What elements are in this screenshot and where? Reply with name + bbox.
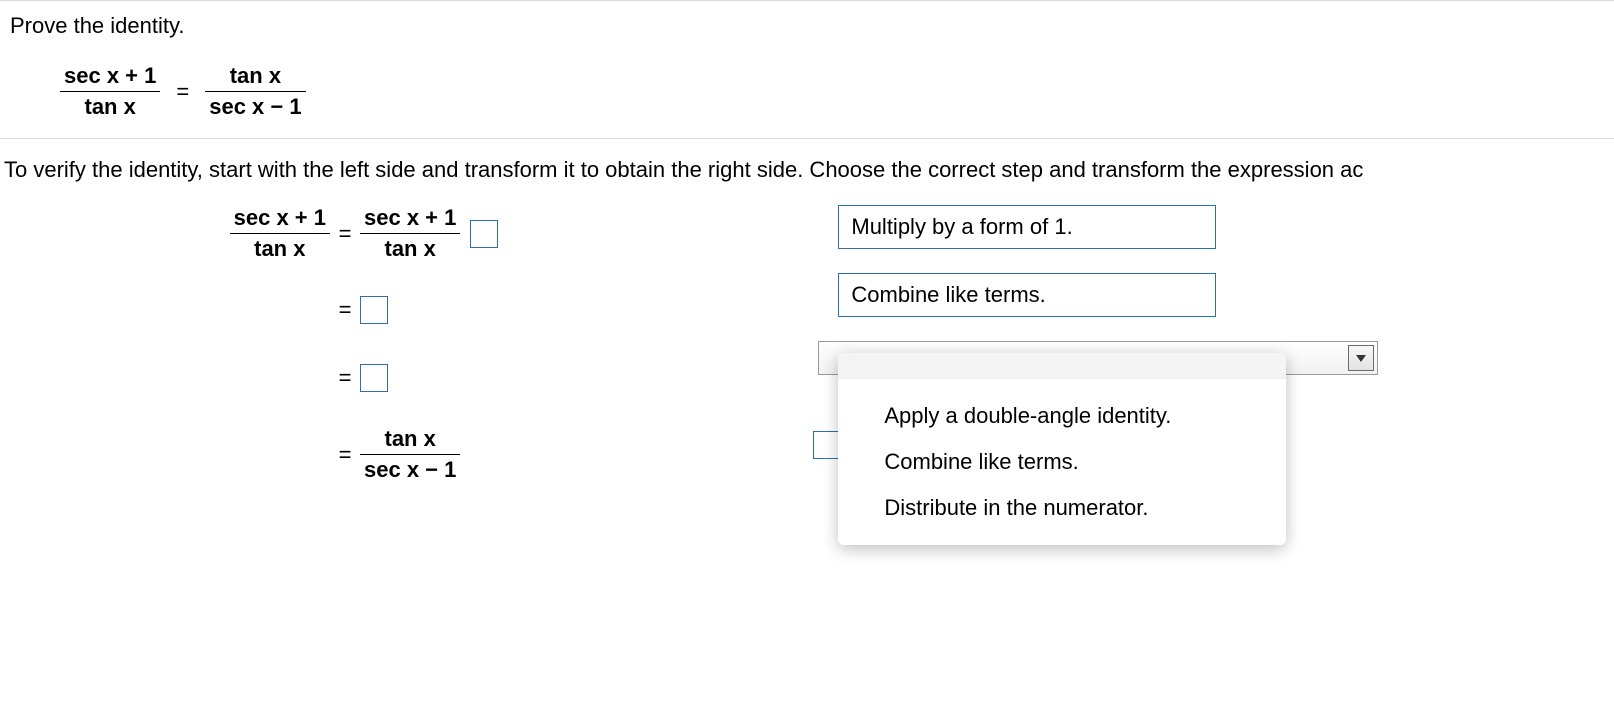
step-row-2: = [190, 290, 498, 330]
identity-equation: sec x + 1 tan x = tan x sec x − 1 [60, 63, 1604, 120]
step-row-3: = [190, 358, 498, 398]
dropdown-option[interactable]: Distribute in the numerator. [838, 485, 1286, 531]
equals-sign: = [330, 442, 360, 468]
equals-sign: = [330, 297, 360, 323]
dropdown-blank-option[interactable] [838, 353, 1286, 379]
step1-rhs: sec x + 1 tan x [360, 205, 460, 262]
answer-input-2[interactable] [360, 296, 388, 324]
dropdown-option[interactable]: Apply a double-angle identity. [838, 393, 1286, 439]
steps-column: sec x + 1 tan x = sec x + 1 tan x = [190, 205, 498, 511]
step1-lhs: sec x + 1 tan x [230, 205, 330, 262]
answer-input-1[interactable] [470, 220, 498, 248]
identity-lhs: sec x + 1 tan x [60, 63, 160, 120]
instructions-text: To verify the identity, start with the l… [0, 139, 1614, 205]
answer-input-3[interactable] [360, 364, 388, 392]
equals-sign: = [330, 365, 360, 391]
action-select-2[interactable]: Combine like terms. [838, 273, 1216, 317]
prompt-text: Prove the identity. [10, 13, 1604, 39]
equals-sign: = [170, 79, 195, 105]
answer-input-behind[interactable] [813, 431, 841, 459]
action-select-1[interactable]: Multiply by a form of 1. [838, 205, 1216, 249]
dropdown-option[interactable]: Combine like terms. [838, 439, 1286, 485]
step-row-1: sec x + 1 tan x = sec x + 1 tan x [190, 205, 498, 262]
identity-rhs: tan x sec x − 1 [205, 63, 305, 120]
dropdown-arrow-icon[interactable] [1348, 345, 1374, 371]
work-area: sec x + 1 tan x = sec x + 1 tan x = [0, 205, 1614, 511]
step4-rhs: tan x sec x − 1 [360, 426, 460, 483]
equals-sign: = [330, 221, 360, 247]
step-row-4: = tan x sec x − 1 [190, 426, 498, 483]
actions-column: Multiply by a form of 1. Combine like te… [838, 205, 1216, 341]
problem-section: Prove the identity. sec x + 1 tan x = ta… [0, 1, 1614, 138]
dropdown-list: Apply a double-angle identity. Combine l… [838, 353, 1286, 545]
